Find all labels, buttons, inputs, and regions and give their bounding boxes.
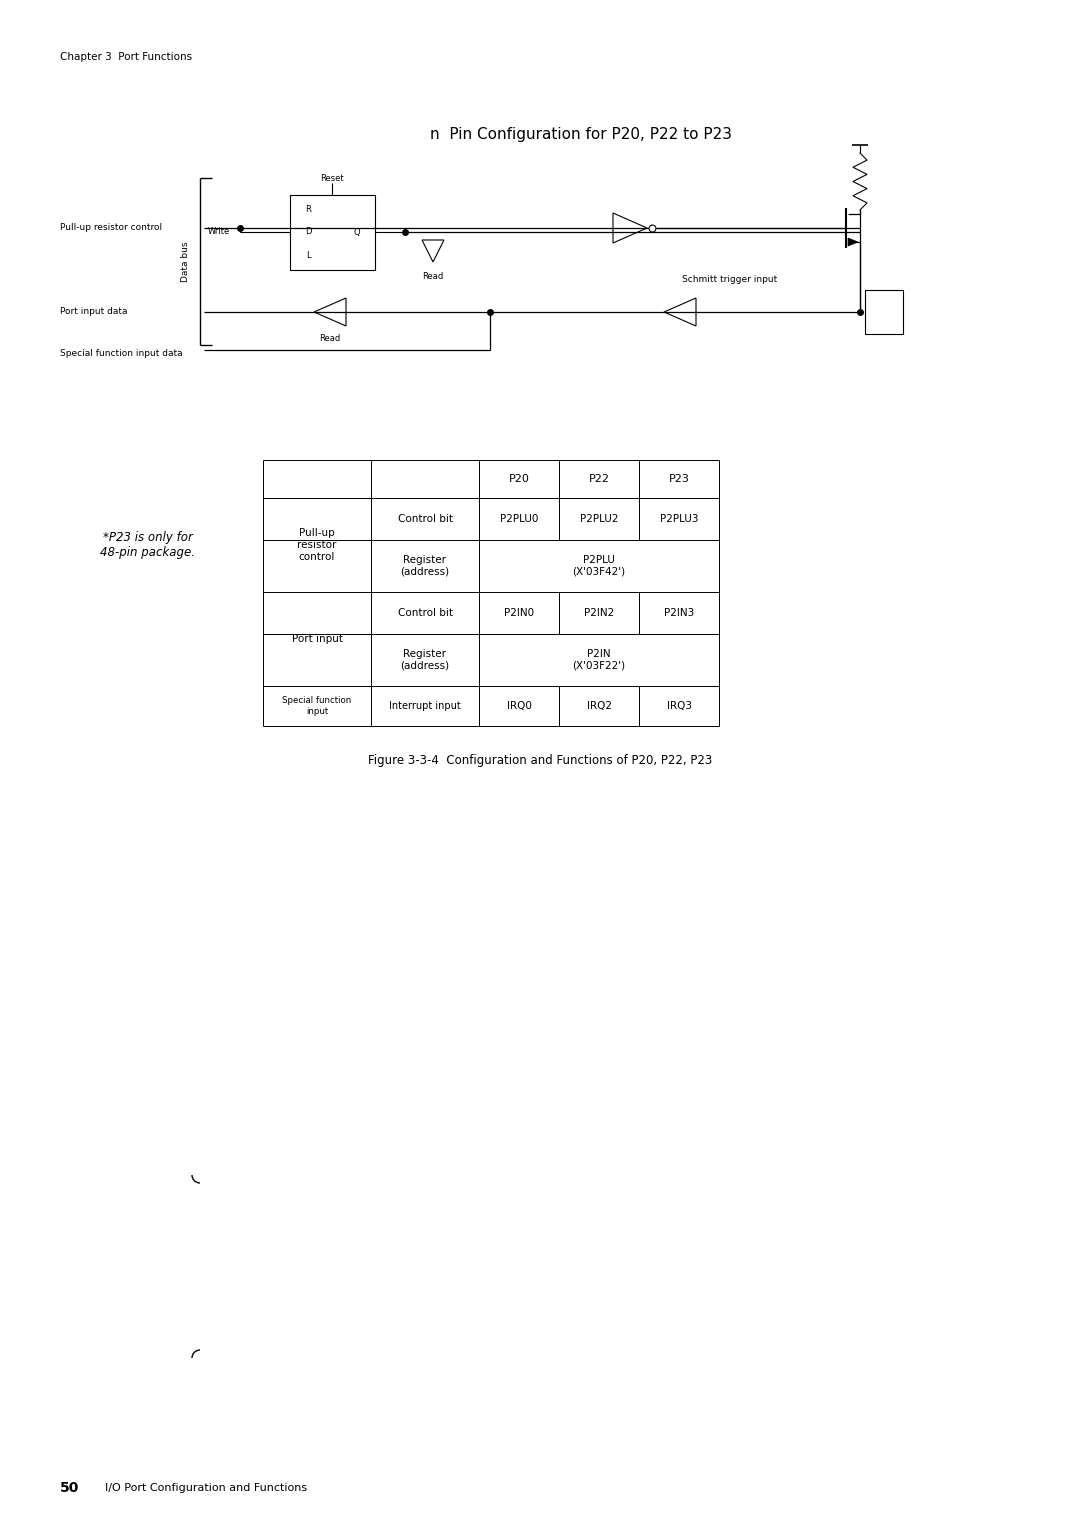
Text: P2PLU
(X'03F42'): P2PLU (X'03F42') xyxy=(572,555,625,576)
Text: Q: Q xyxy=(353,228,361,237)
Text: Reset: Reset xyxy=(320,174,343,183)
Text: Interrupt input: Interrupt input xyxy=(389,701,461,711)
Text: Pull-up resistor control: Pull-up resistor control xyxy=(60,223,162,232)
Text: R: R xyxy=(305,205,311,214)
Text: Figure 3-3-4  Configuration and Functions of P20, P22, P23: Figure 3-3-4 Configuration and Functions… xyxy=(368,753,712,767)
Text: IRQ0: IRQ0 xyxy=(507,701,531,711)
Text: IRQ2: IRQ2 xyxy=(586,701,611,711)
Text: Pull-up
resistor
control: Pull-up resistor control xyxy=(297,529,337,562)
Text: Write: Write xyxy=(207,228,230,237)
Text: Port input data: Port input data xyxy=(60,307,127,316)
Text: Read: Read xyxy=(320,335,340,342)
Text: Control bit: Control bit xyxy=(397,608,453,617)
Text: P2PLU3: P2PLU3 xyxy=(660,513,699,524)
Text: P2IN2: P2IN2 xyxy=(584,608,615,617)
Text: P2IN
(X'03F22'): P2IN (X'03F22') xyxy=(572,649,625,671)
Text: Special function
input: Special function input xyxy=(282,697,352,715)
Text: I/O Port Configuration and Functions: I/O Port Configuration and Functions xyxy=(105,1484,307,1493)
Text: D: D xyxy=(305,228,311,237)
Text: Port input: Port input xyxy=(292,634,342,643)
Text: L: L xyxy=(306,251,310,260)
Text: Register
(address): Register (address) xyxy=(401,649,449,671)
Text: P2PLU2: P2PLU2 xyxy=(580,513,618,524)
Polygon shape xyxy=(848,238,858,246)
Text: IRQ3: IRQ3 xyxy=(666,701,691,711)
Text: P2IN0: P2IN0 xyxy=(504,608,535,617)
Text: Schmitt trigger input: Schmitt trigger input xyxy=(683,275,778,284)
Text: *P23 is only for
48-pin package.: *P23 is only for 48-pin package. xyxy=(100,532,195,559)
Text: P20: P20 xyxy=(509,474,529,484)
Text: P2PLU0: P2PLU0 xyxy=(500,513,538,524)
Text: P22: P22 xyxy=(589,474,609,484)
Bar xyxy=(865,290,903,335)
Text: P2IN3: P2IN3 xyxy=(664,608,694,617)
Text: Data bus: Data bus xyxy=(181,241,190,281)
Text: Chapter 3  Port Functions: Chapter 3 Port Functions xyxy=(60,52,192,63)
Text: 50: 50 xyxy=(60,1481,79,1494)
Text: Control bit: Control bit xyxy=(397,513,453,524)
Text: Register
(address): Register (address) xyxy=(401,555,449,576)
Text: n  Pin Configuration for P20, P22 to P23: n Pin Configuration for P20, P22 to P23 xyxy=(430,127,732,142)
Text: Special function input data: Special function input data xyxy=(60,348,183,358)
Bar xyxy=(291,196,375,270)
Text: P23: P23 xyxy=(669,474,689,484)
Text: Read: Read xyxy=(422,272,444,281)
